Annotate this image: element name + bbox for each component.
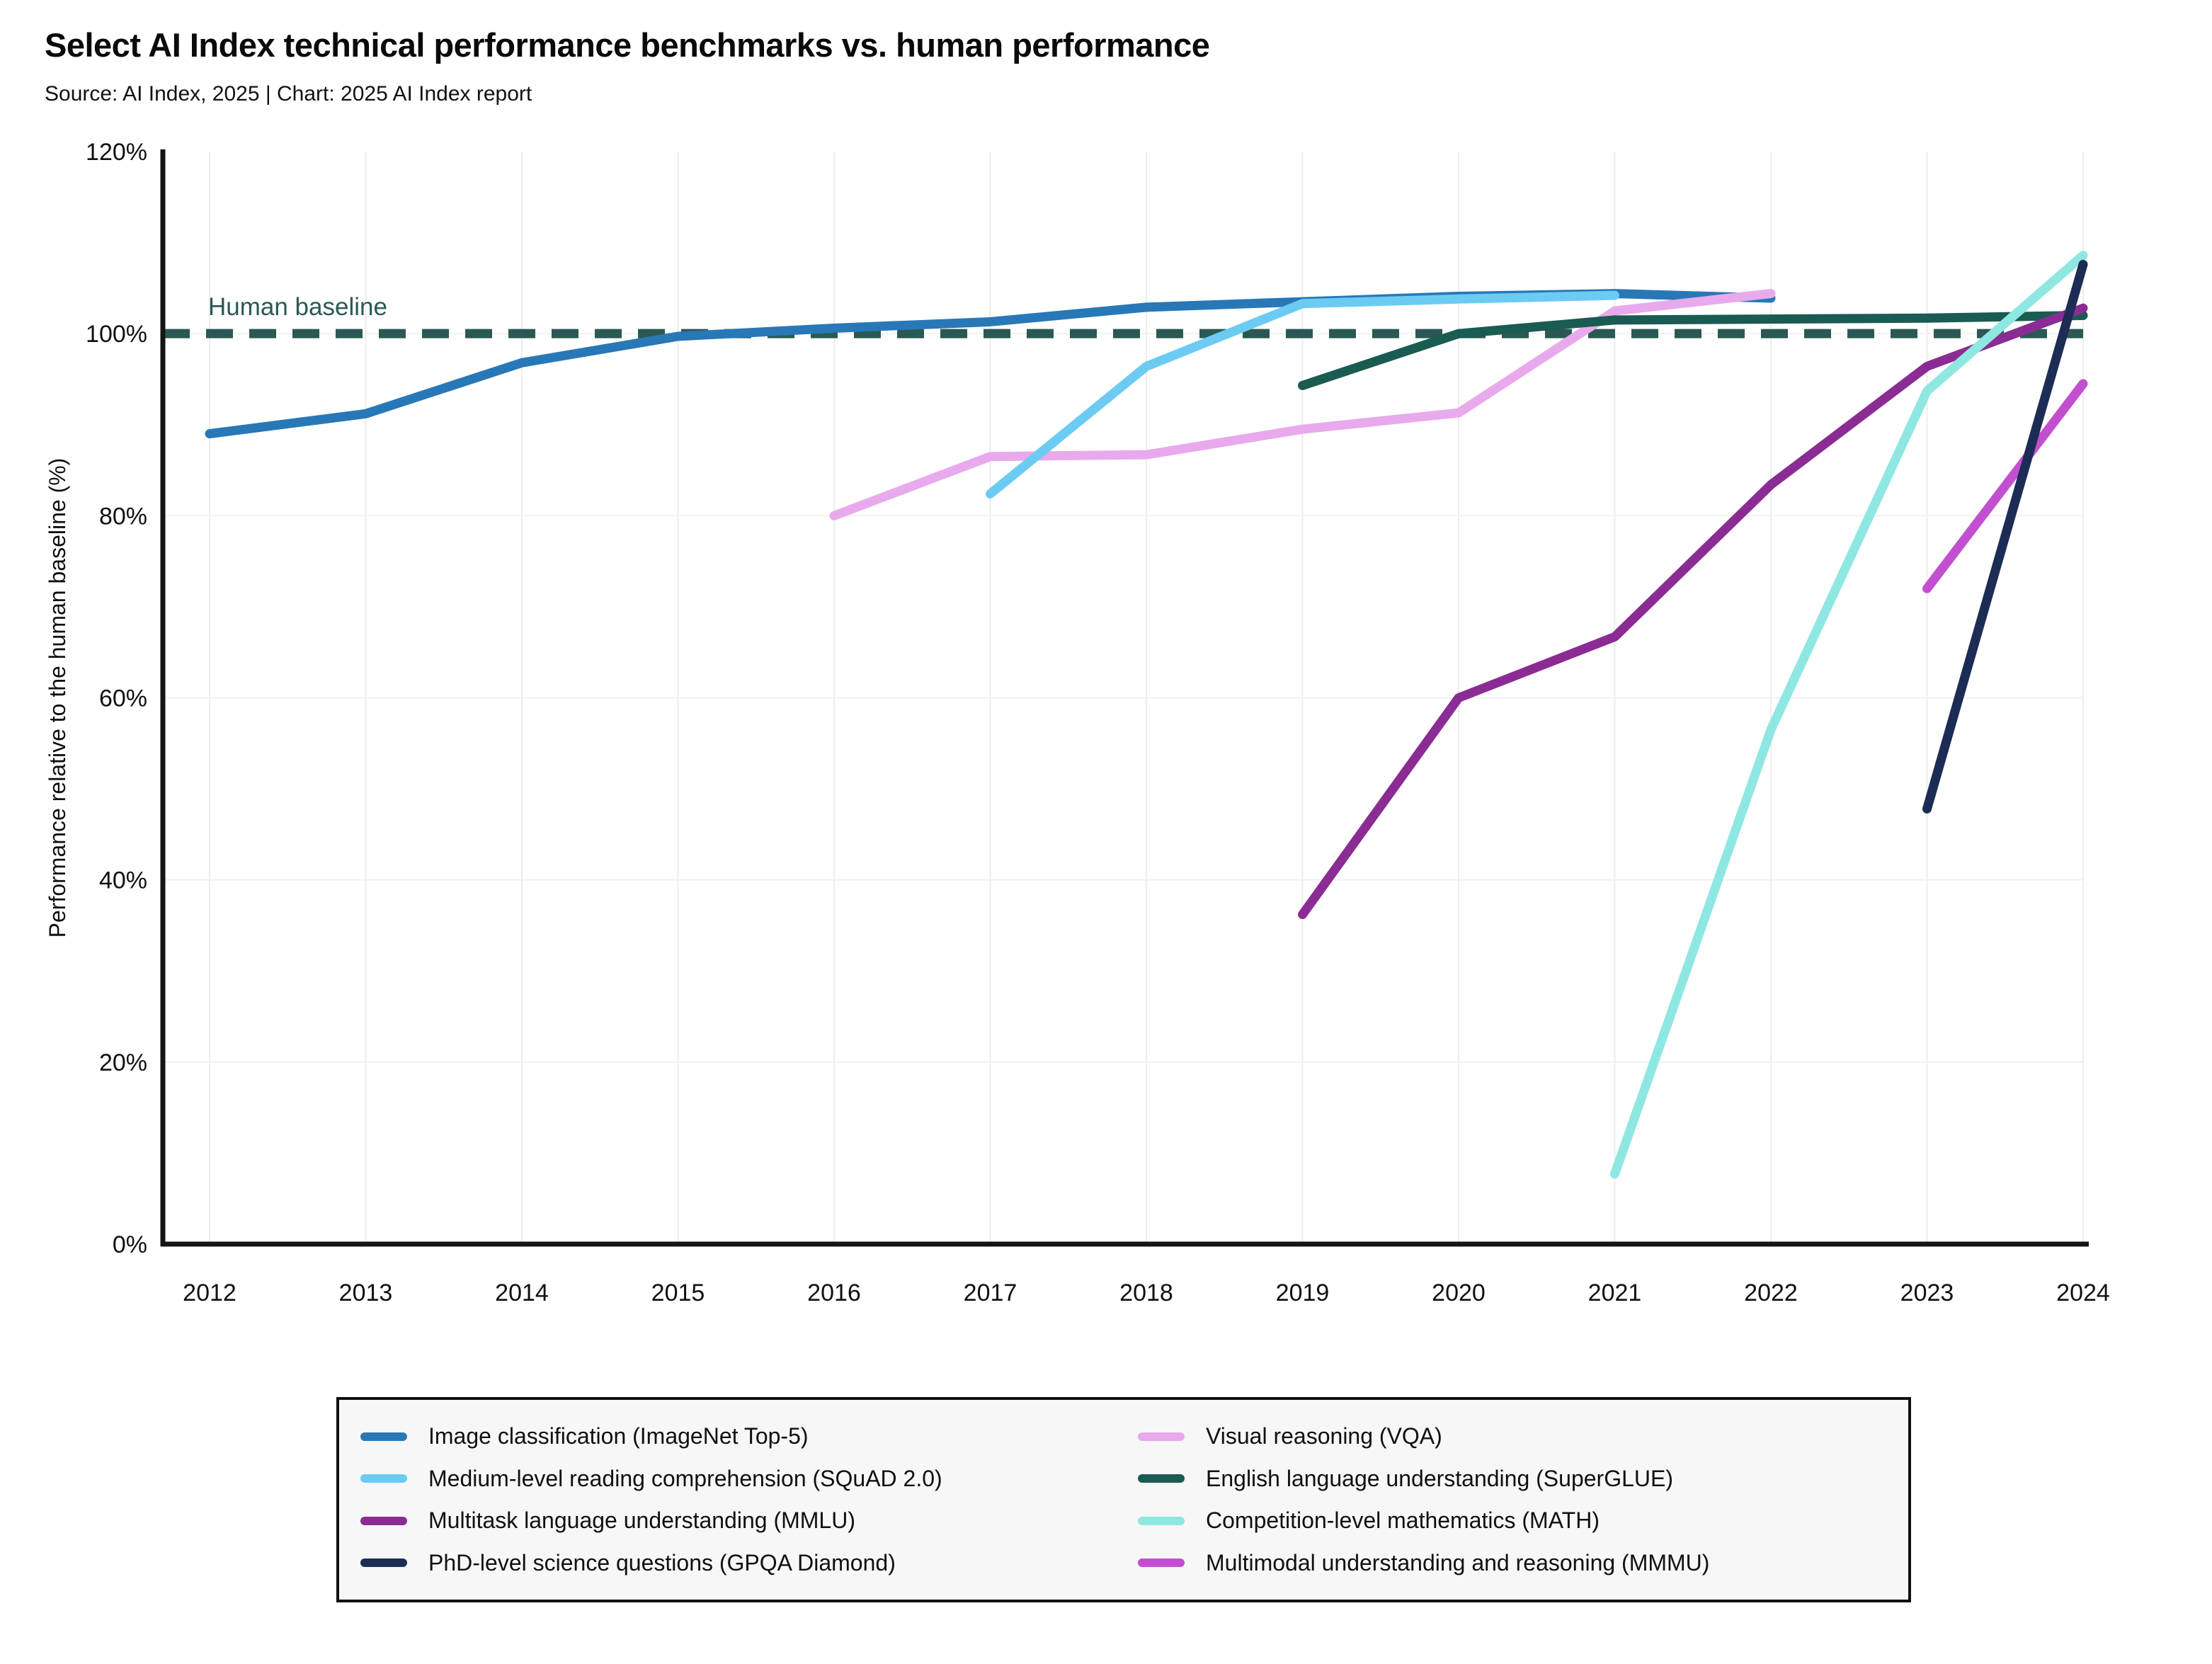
page-subtitle: Source: AI Index, 2025 | Chart: 2025 AI …: [45, 82, 532, 106]
series-line-mmlu: [1298, 303, 2088, 920]
legend-item-vqa: Visual reasoning (VQA): [1138, 1423, 1901, 1449]
legend-label-gpqa: PhD-level science questions (GPQA Diamon…: [428, 1549, 896, 1575]
x-tick-label: 2022: [1744, 1280, 1798, 1306]
y-tick-label: 40%: [99, 867, 147, 894]
series-line-mmmu: [1922, 379, 2088, 593]
legend-item-mmlu: Multitask language understanding (MMLU): [360, 1508, 1138, 1534]
axes: [160, 149, 2089, 1247]
legend-label-mmlu: Multitask language understanding (MMLU): [428, 1508, 855, 1534]
x-tick-label: 2016: [807, 1280, 861, 1306]
y-axis-title: Performance relative to the human baseli…: [45, 458, 70, 938]
x-tick-label: 2019: [1276, 1280, 1330, 1306]
legend-item-squad: Medium-level reading comprehension (SQuA…: [360, 1466, 1138, 1492]
legend-label-superglue: English language understanding (SuperGLU…: [1206, 1465, 1673, 1491]
legend-label-imagenet: Image classification (ImageNet Top-5): [428, 1423, 809, 1449]
series-line-squad: [986, 290, 1619, 498]
legend-item-math: Competition-level mathematics (MATH): [1138, 1508, 1901, 1534]
legend-label-math: Competition-level mathematics (MATH): [1206, 1508, 1600, 1534]
legend-swatch-math: [1138, 1516, 1185, 1525]
x-tick-label: 2020: [1432, 1280, 1486, 1306]
x-tick-label: 2014: [495, 1280, 549, 1306]
x-tick-label: 2013: [339, 1280, 393, 1306]
human-baseline: Human baseline: [163, 293, 2083, 338]
y-tick-label: 120%: [86, 139, 147, 166]
series-line-gpqa: [1922, 259, 2088, 814]
page-title: Select AI Index technical performance be…: [45, 26, 1210, 64]
legend: Image classification (ImageNet Top-5) Med…: [336, 1397, 1911, 1602]
legend-swatch-gpqa: [360, 1558, 407, 1568]
legend-swatch-squad: [360, 1474, 407, 1483]
x-tick-label: 2017: [964, 1280, 1017, 1306]
x-tick-label: 2024: [2056, 1280, 2110, 1306]
x-tick-label: 2023: [1900, 1280, 1954, 1306]
legend-item-superglue: English language understanding (SuperGLU…: [1138, 1466, 1901, 1492]
x-tick-label: 2018: [1119, 1280, 1173, 1306]
legend-item-mmmu: Multimodal understanding and reasoning (…: [1138, 1550, 1901, 1576]
legend-swatch-superglue: [1138, 1474, 1185, 1483]
y-tick-label: 100%: [86, 321, 147, 348]
series-line-math: [1610, 251, 2088, 1179]
x-tick-label: 2012: [183, 1280, 236, 1306]
tick-labels: 0% 20% 40% 60% 80% 100% 120% 2012 2013 2014 2015 20…: [86, 139, 2110, 1306]
y-tick-label: 0%: [113, 1231, 147, 1258]
human-baseline-label: Human baseline: [208, 293, 387, 321]
series-line-vqa: [829, 289, 1776, 520]
x-tick-label: 2021: [1588, 1280, 1642, 1306]
legend-label-squad: Medium-level reading comprehension (SQuA…: [428, 1465, 942, 1491]
line-chart: Human baseline 0% 20% 40% 60% 80% 100% 120% 2012…: [45, 139, 2110, 1306]
legend-label-mmmu: Multimodal understanding and reasoning (…: [1206, 1549, 1710, 1575]
y-tick-label: 20%: [99, 1049, 147, 1076]
legend-swatch-mmmu: [1138, 1558, 1185, 1568]
legend-swatch-vqa: [1138, 1432, 1185, 1441]
legend-item-gpqa: PhD-level science questions (GPQA Diamon…: [360, 1550, 1138, 1576]
y-tick-label: 80%: [99, 503, 147, 530]
y-tick-label: 60%: [99, 685, 147, 712]
legend-swatch-imagenet: [360, 1432, 407, 1441]
legend-item-imagenet: Image classification (ImageNet Top-5): [360, 1423, 1138, 1449]
legend-swatch-mmlu: [360, 1516, 407, 1525]
legend-label-vqa: Visual reasoning (VQA): [1206, 1423, 1442, 1449]
x-tick-label: 2015: [651, 1280, 705, 1306]
series-line-superglue: [1298, 310, 2088, 390]
series-lines: [205, 251, 2088, 1179]
